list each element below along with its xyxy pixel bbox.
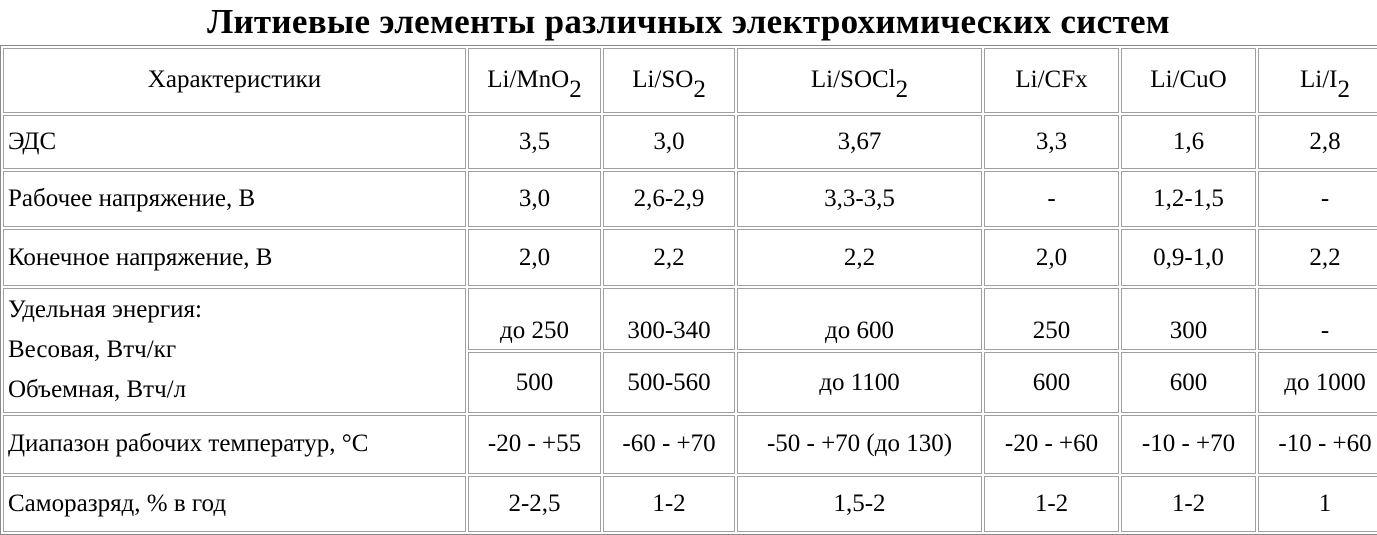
cell: 1 [1258, 475, 1377, 532]
cell: 250 [984, 287, 1119, 351]
table-row: Рабочее напряжение, В 3,0 2,6-2,9 3,3-3,5-1… [3, 171, 1377, 228]
row-label-line: Объемная, Втч/л [8, 376, 187, 404]
cell: -20 - +55 [468, 415, 601, 474]
cell: 2,2 [1258, 229, 1377, 286]
header-cell: Li/SO2 [603, 48, 735, 113]
header-text: Li/SOCl [810, 66, 896, 94]
cell: -10 - +60 [1258, 415, 1377, 474]
cell: 3,3 [984, 114, 1119, 170]
row-label-line: Весовая, Втч/кг [8, 336, 177, 364]
cell: 1,2-1,5 [1121, 171, 1256, 228]
table-row: Диапазон рабочих температур, °С -20 - +55… [3, 415, 1377, 474]
header-cell: Характеристики [3, 48, 466, 113]
row-label: Рабочее напряжение, В [3, 171, 466, 228]
table-row: Удельная энергия: Весовая, Втч/кг Объемная… [3, 287, 1377, 414]
header-text: Li/MnO [487, 66, 570, 94]
cell: 2,8 [1258, 114, 1377, 170]
header-cell: Li/CuO [1121, 48, 1256, 113]
table-body: Характеристики Li/MnO2 Li/SO2 Li/SOCl2 Li/CF… [3, 48, 1377, 532]
cell: 2,2 [737, 229, 982, 286]
cell: 2,2 [603, 229, 735, 286]
header-cell: Li/MnO2 [468, 48, 601, 113]
cell: 1-2 [984, 475, 1119, 532]
cell: 1,5-2 [737, 475, 982, 532]
cell: 2,6-2,9 [603, 171, 735, 228]
cell: - [1258, 287, 1377, 351]
header-text: Характеристики [147, 66, 322, 94]
cell: 0,9-1,0 [1121, 229, 1256, 286]
cell: 2,0 [468, 229, 601, 286]
cell: -10 - +70 [1121, 415, 1256, 474]
header-subscript: 2 [1337, 76, 1351, 104]
cell: 1-2 [603, 475, 735, 532]
cell: 2,0 [984, 229, 1119, 286]
cell: 1,6 [1121, 114, 1256, 170]
cell: до 250 [468, 287, 601, 351]
cell: 3,3-3,5 [737, 171, 982, 228]
row-label: ЭДС [3, 114, 466, 170]
cell: 600 [1121, 352, 1256, 414]
table-row: 500 500-560 до 1100 600 600 до 1000 [3, 352, 1377, 414]
cell: -50 - +70 (до 130) [737, 415, 982, 474]
header-text: Li/CFx [1015, 66, 1088, 94]
header-subscript: 2 [569, 76, 582, 104]
row-label: Саморазряд, % в год [3, 475, 466, 532]
cell: -20 - +60 [984, 415, 1119, 474]
header-text: Li/CuO [1150, 66, 1227, 94]
cell: 2-2,5 [468, 475, 601, 532]
header-text: Li/SO [632, 66, 694, 94]
cell: 500-560 [603, 352, 735, 414]
cell: 500 [468, 352, 601, 414]
cell: - [1258, 171, 1377, 228]
row-label: Конечное напряжение, В [3, 229, 466, 286]
cell: -60 - +70 [603, 415, 735, 474]
cell: 3,5 [468, 114, 601, 170]
cell: 600 [984, 352, 1119, 414]
header-row: Характеристики Li/MnO2 Li/SO2 Li/SOCl2 Li/CF… [3, 48, 1377, 113]
cell: до 1100 [737, 352, 982, 414]
header-cell: Li/SOCl2 [737, 48, 982, 113]
cell: 3,0 [468, 171, 601, 228]
cell: 1-2 [1121, 475, 1256, 532]
header-subscript: 2 [895, 76, 909, 104]
table-row: Саморазряд, % в год 2-2,5 1-2 1,5-2 1-2 1-2 1 [3, 475, 1377, 532]
row-label: Диапазон рабочих температур, °С [3, 415, 466, 474]
header-cell: Li/CFx [984, 48, 1119, 113]
table-row: Конечное напряжение, В 2,0 2,2 2,2 2,0 0,9-1,… [3, 229, 1377, 286]
row-label-line: Удельная энергия: [8, 296, 202, 324]
header-cell: Li/I2 [1258, 48, 1377, 113]
header-subscript: 2 [693, 76, 706, 104]
header-text: Li/I [1300, 66, 1338, 94]
page-title: Литиевые элементы различных электрохимич… [207, 2, 1170, 41]
cell: 300 [1121, 287, 1256, 351]
cell: 3,0 [603, 114, 735, 170]
cell: - [984, 171, 1119, 228]
cell: до 600 [737, 287, 982, 351]
data-table: Характеристики Li/MnO2 Li/SO2 Li/SOCl2 Li/CF… [0, 45, 1377, 535]
cell: до 1000 [1258, 352, 1377, 414]
row-label: Удельная энергия: Весовая, Втч/кг Объемная… [3, 287, 466, 414]
table-row: ЭДС 3,5 3,0 3,67 3,3 1,6 2,8 [3, 114, 1377, 170]
cell: 300-340 [603, 287, 735, 351]
cell: 3,67 [737, 114, 982, 170]
